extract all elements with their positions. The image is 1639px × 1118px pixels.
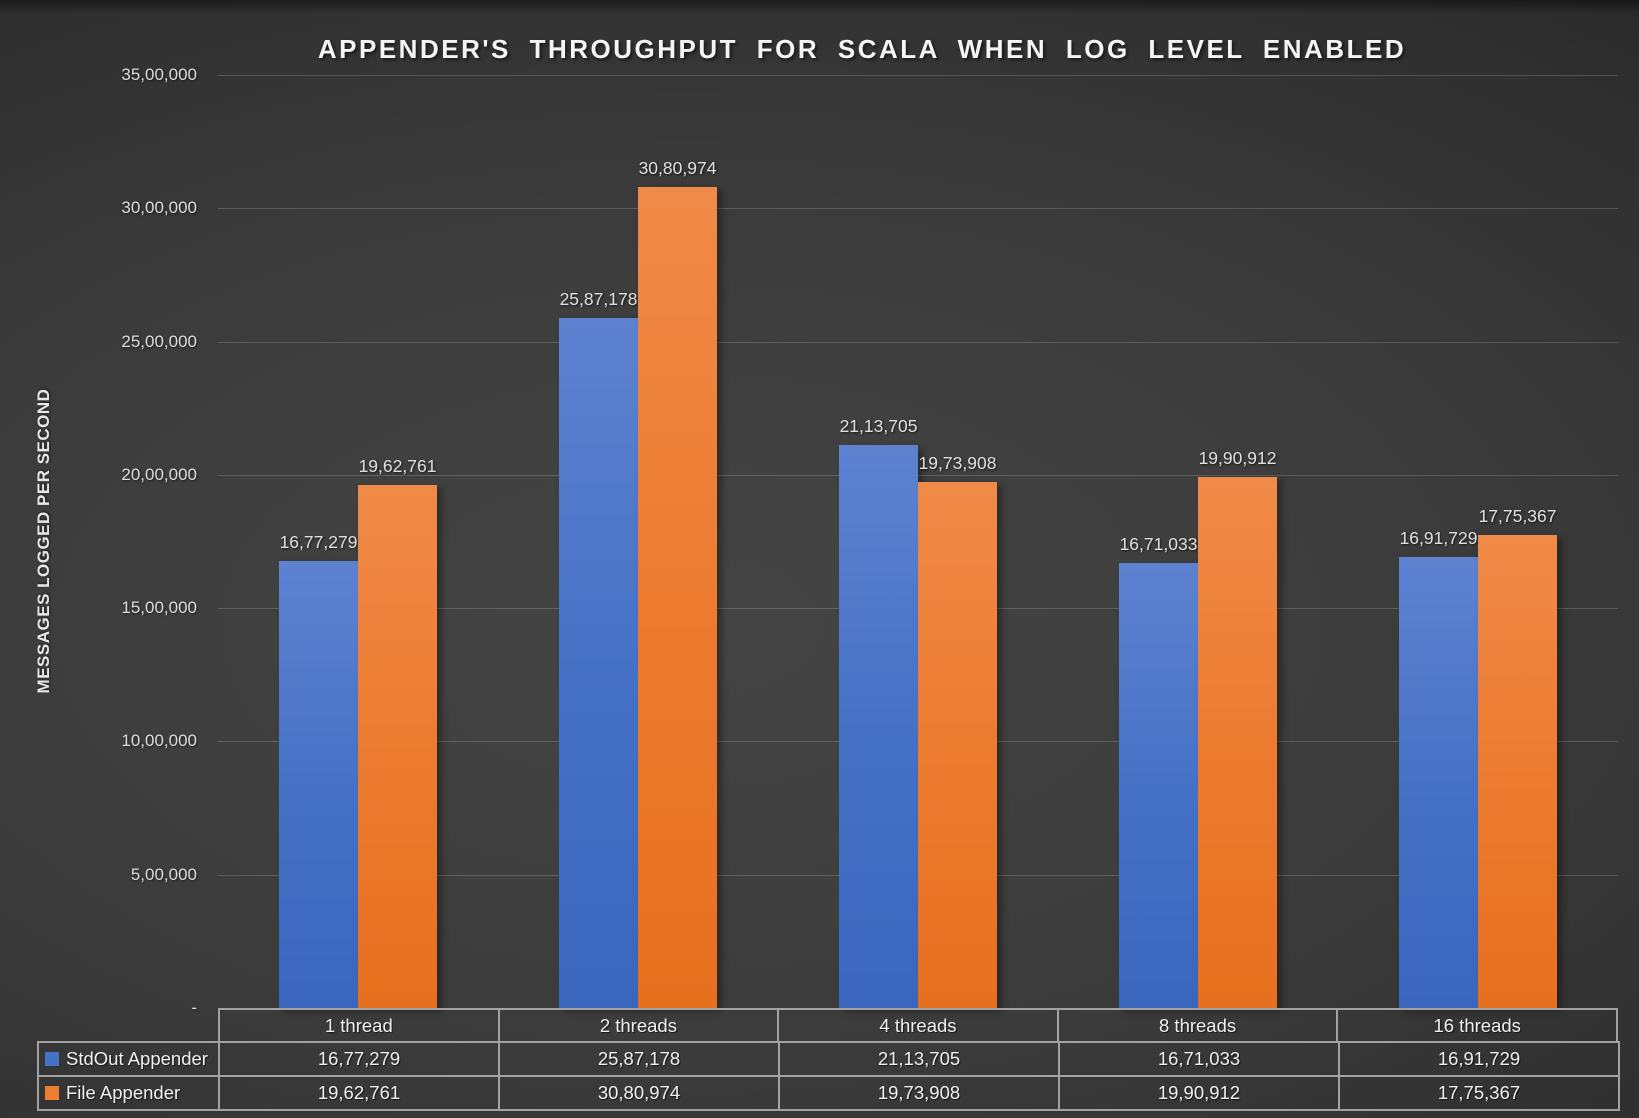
bar-stdout-appender-8-threads — [1119, 563, 1198, 1008]
bar-value-label: 19,73,908 — [918, 453, 997, 473]
category-header-cell: 2 threads — [497, 1008, 780, 1041]
y-axis-tick-label: 10,00,000 — [121, 731, 197, 750]
gridline — [218, 75, 1618, 76]
bar-file-appender-4-threads — [918, 482, 997, 1008]
bar-file-appender-1-thread — [358, 485, 437, 1008]
series-value-cell: 19,62,761 — [218, 1075, 500, 1111]
legend-series-name: File Appender — [66, 1082, 181, 1103]
y-axis-tick-label: 35,00,000 — [121, 65, 197, 84]
series-value-cell: 30,80,974 — [498, 1075, 780, 1111]
series-values-table: StdOut Appender 16,77,279 25,87,178 21,13,7… — [37, 1041, 1620, 1111]
legend-series-name-cell: StdOut Appender — [37, 1041, 220, 1077]
bar-stdout-appender-1-thread — [279, 561, 358, 1008]
bar-value-label: 30,80,974 — [638, 158, 717, 178]
legend-swatch-icon — [45, 1086, 59, 1100]
bar-value-label: 16,77,279 — [279, 532, 358, 552]
category-header-table: 1 thread 2 threads 4 threads 8 threads 16 th… — [218, 1008, 1618, 1041]
legend-series-name-cell: File Appender — [37, 1075, 220, 1111]
bar-file-appender-8-threads — [1198, 477, 1277, 1008]
bar-file-appender-2-threads — [638, 187, 717, 1008]
bar-value-label: 21,13,705 — [839, 416, 918, 436]
series-value-cell: 16,77,279 — [218, 1041, 500, 1077]
y-axis-tick-label: 15,00,000 — [121, 598, 197, 617]
y-axis-title: MESSAGES LOGGED PER SECOND — [34, 388, 53, 694]
category-header-cell: 16 threads — [1336, 1008, 1618, 1041]
y-axis-tick-label: 30,00,000 — [121, 198, 197, 217]
bar-stdout-appender-16-threads — [1399, 557, 1478, 1008]
y-axis-tick-label: - — [191, 998, 197, 1017]
bar-value-label: 16,91,729 — [1399, 528, 1478, 548]
series-value-cell: 16,71,033 — [1058, 1041, 1340, 1077]
series-value-cell: 16,91,729 — [1338, 1041, 1620, 1077]
bar-value-label: 16,71,033 — [1119, 534, 1198, 554]
category-header-cell: 4 threads — [777, 1008, 1059, 1041]
series-value-cell: 25,87,178 — [498, 1041, 780, 1077]
bar-stdout-appender-4-threads — [839, 445, 918, 1008]
bar-value-label: 19,62,761 — [358, 456, 437, 476]
gridline — [218, 475, 1618, 476]
legend-series-name: StdOut Appender — [66, 1048, 208, 1069]
bar-value-label: 19,90,912 — [1198, 448, 1277, 468]
series-value-cell: 17,75,367 — [1338, 1075, 1620, 1111]
y-axis-tick-label: 5,00,000 — [130, 865, 197, 884]
bar-value-label: 17,75,367 — [1478, 506, 1557, 526]
series-value-cell: 19,90,912 — [1058, 1075, 1340, 1111]
category-header-cell: 1 thread — [218, 1008, 500, 1041]
series-value-cell: 21,13,705 — [778, 1041, 1060, 1077]
gridline — [218, 208, 1618, 209]
y-axis-tick-label: 25,00,000 — [121, 332, 197, 351]
bar-stdout-appender-2-threads — [559, 318, 638, 1008]
chart-title: APPENDER'S THROUGHPUT FOR SCALA WHEN LOG… — [317, 34, 1407, 64]
category-header-cell: 8 threads — [1056, 1008, 1339, 1041]
legend-swatch-icon — [45, 1052, 59, 1066]
series-value-cell: 19,73,908 — [778, 1075, 1060, 1111]
bar-file-appender-16-threads — [1478, 535, 1557, 1008]
gridline — [218, 342, 1618, 343]
bar-value-label: 25,87,178 — [559, 289, 638, 309]
y-axis-tick-label: 20,00,000 — [121, 465, 197, 484]
